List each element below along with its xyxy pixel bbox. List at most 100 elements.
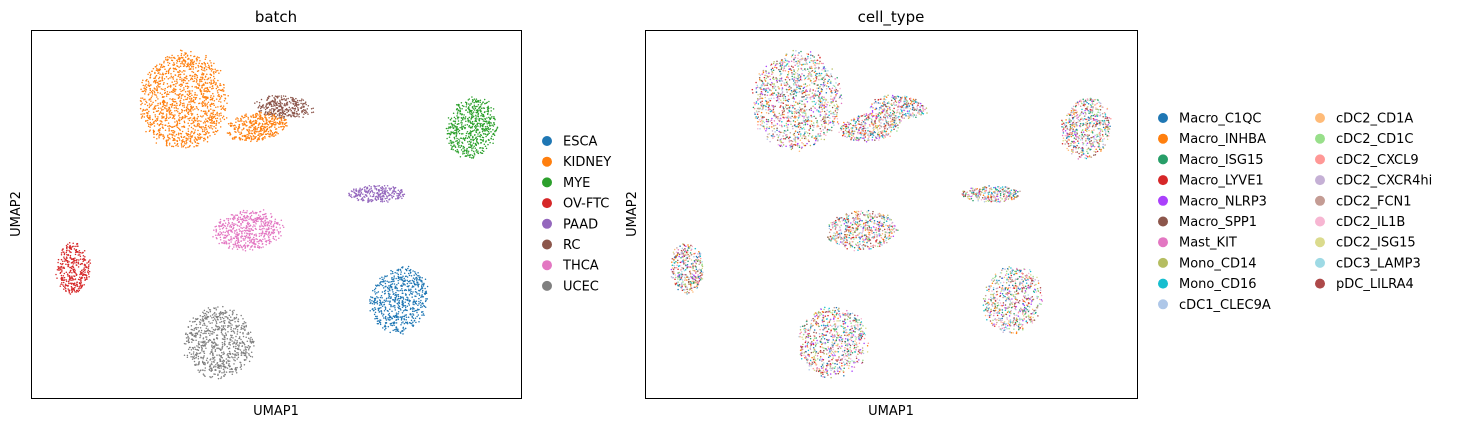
scatter-point bbox=[183, 87, 185, 89]
scatter-point bbox=[455, 140, 457, 143]
scatter-point bbox=[224, 109, 226, 112]
scatter-point bbox=[369, 302, 371, 305]
scatter-point bbox=[188, 124, 191, 127]
scatter-point bbox=[187, 341, 190, 344]
scatter-point bbox=[145, 83, 147, 86]
scatter-point bbox=[413, 320, 416, 322]
scatter-point bbox=[216, 85, 219, 87]
scatter-point bbox=[194, 129, 196, 131]
scatter-point bbox=[190, 112, 192, 114]
scatter-point bbox=[230, 237, 232, 240]
scatter-point bbox=[63, 251, 65, 254]
scatter-point bbox=[468, 116, 471, 119]
scatter-point bbox=[467, 107, 470, 109]
scatter-point bbox=[211, 333, 214, 335]
scatter-point bbox=[203, 137, 206, 140]
scatter-point bbox=[241, 324, 243, 327]
scatter-point bbox=[212, 95, 215, 97]
scatter-point bbox=[193, 117, 196, 120]
scatter-point bbox=[245, 135, 247, 137]
scatter-point bbox=[206, 112, 208, 114]
scatter-point bbox=[204, 58, 207, 61]
scatter-point bbox=[69, 244, 71, 247]
scatter-point bbox=[414, 271, 416, 273]
scatter-point bbox=[166, 83, 169, 85]
scatter-point bbox=[227, 317, 229, 319]
scatter-point bbox=[277, 96, 279, 98]
scatter-point bbox=[174, 93, 177, 95]
scatter-point bbox=[374, 298, 376, 301]
scatter-point bbox=[237, 320, 240, 323]
scatter-point bbox=[200, 78, 202, 81]
scatter-point bbox=[247, 134, 250, 136]
scatter-point bbox=[476, 109, 479, 111]
scatter-point bbox=[59, 285, 62, 287]
scatter-point bbox=[413, 282, 416, 285]
scatter-point bbox=[271, 115, 273, 117]
scatter-point bbox=[209, 310, 212, 313]
scatter-point bbox=[393, 304, 395, 307]
scatter-point bbox=[255, 235, 258, 237]
scatter-point bbox=[419, 276, 422, 278]
scatter-point bbox=[397, 282, 400, 284]
scatter-point bbox=[473, 145, 475, 148]
scatter-point bbox=[214, 130, 217, 133]
scatter-point bbox=[145, 120, 147, 123]
scatter-point bbox=[213, 77, 216, 80]
scatter-point bbox=[240, 364, 242, 366]
scatter-point bbox=[412, 280, 415, 282]
scatter-point bbox=[241, 218, 243, 221]
scatter-point bbox=[401, 285, 403, 287]
scatter-point bbox=[391, 283, 394, 285]
scatter-point bbox=[253, 123, 255, 126]
scatter-point bbox=[393, 190, 395, 192]
scatter-point bbox=[487, 107, 489, 110]
scatter-point bbox=[209, 73, 212, 76]
scatter-point bbox=[58, 269, 60, 272]
scatter-point bbox=[448, 142, 450, 144]
scatter-point bbox=[488, 128, 490, 131]
scatter-point bbox=[205, 87, 207, 89]
scatter-point bbox=[396, 269, 398, 271]
scatter-point bbox=[397, 275, 399, 278]
scatter-point bbox=[254, 116, 256, 118]
scatter-point bbox=[267, 132, 269, 135]
scatter-point bbox=[245, 325, 247, 328]
scatter-point bbox=[264, 222, 267, 224]
scatter-point bbox=[73, 248, 76, 250]
scatter-point bbox=[197, 138, 199, 140]
scatter-point bbox=[217, 377, 220, 380]
scatter-point bbox=[177, 111, 179, 113]
scatter-point bbox=[202, 92, 205, 95]
scatter-point bbox=[420, 299, 422, 302]
scatter-point bbox=[198, 62, 200, 64]
scatter-point bbox=[228, 242, 230, 245]
scatter-point bbox=[262, 225, 265, 228]
scatter-point bbox=[181, 62, 183, 64]
scatter-point bbox=[385, 200, 388, 202]
scatter-point bbox=[410, 290, 412, 293]
scatter-point bbox=[405, 321, 407, 323]
scatter-point bbox=[217, 344, 219, 346]
scatter-point bbox=[203, 309, 206, 312]
scatter-point bbox=[144, 88, 147, 90]
scatter-point bbox=[250, 130, 252, 132]
scatter-point bbox=[189, 117, 192, 119]
scatter-point bbox=[178, 71, 180, 74]
scatter-point bbox=[190, 50, 192, 53]
scatter-point bbox=[154, 107, 157, 110]
scatter-point bbox=[63, 276, 66, 279]
scatter-point bbox=[391, 276, 393, 279]
scatter-point bbox=[478, 120, 481, 122]
scatter-point bbox=[174, 74, 176, 76]
scatter-point bbox=[145, 101, 148, 104]
scatter-point bbox=[182, 81, 185, 84]
scatter-point bbox=[409, 289, 411, 292]
scatter-point bbox=[297, 101, 299, 104]
scatter-point bbox=[397, 330, 400, 332]
scatter-point bbox=[166, 103, 168, 105]
scatter-point bbox=[478, 135, 481, 137]
scatter-point bbox=[387, 192, 389, 194]
scatter-point bbox=[203, 323, 206, 325]
scatter-point bbox=[217, 79, 219, 82]
